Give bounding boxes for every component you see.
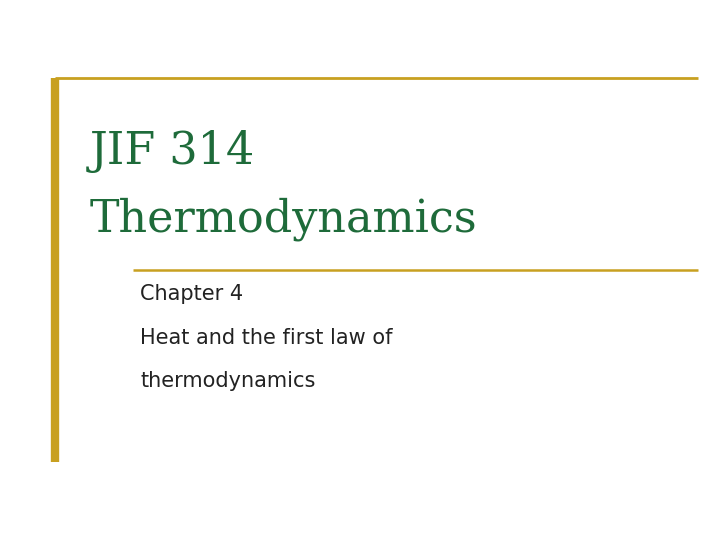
Text: thermodynamics: thermodynamics bbox=[140, 370, 316, 391]
Text: Thermodynamics: Thermodynamics bbox=[90, 197, 477, 240]
Text: JIF 314: JIF 314 bbox=[90, 130, 256, 173]
Text: Chapter 4: Chapter 4 bbox=[140, 284, 243, 305]
Text: Heat and the first law of: Heat and the first law of bbox=[140, 327, 393, 348]
